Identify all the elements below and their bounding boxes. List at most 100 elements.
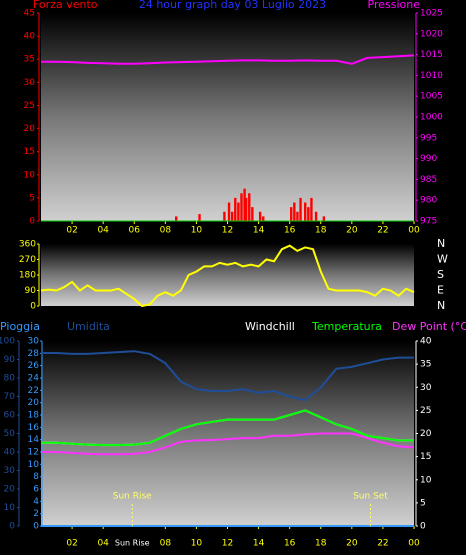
x-tick-label: Sun Rise xyxy=(115,539,150,548)
bar xyxy=(299,197,302,221)
y-tick-label: 995 xyxy=(420,133,437,143)
y-tick-label: 40 xyxy=(4,448,16,458)
line xyxy=(41,409,414,447)
y-tick-label: 985 xyxy=(420,175,437,185)
bar xyxy=(304,202,307,221)
bar xyxy=(244,197,248,221)
y-tick-label: 16 xyxy=(28,423,40,433)
bar xyxy=(230,211,234,221)
y-tick-label: 20 xyxy=(420,429,432,439)
x-tick-label: 18 xyxy=(315,226,327,236)
x-tick-label: 00 xyxy=(408,539,420,549)
y-tick-label: 35 xyxy=(420,360,431,370)
x-tick-label: 10 xyxy=(191,226,203,236)
bar xyxy=(290,207,293,221)
y-tick-label: 90 xyxy=(25,286,37,296)
x-tick-label: 20 xyxy=(346,226,358,236)
y-tick-label: 60 xyxy=(4,411,16,421)
plot-area xyxy=(41,244,414,306)
x-tick-label: 18 xyxy=(315,539,327,549)
x-tick-label: 02 xyxy=(66,226,77,236)
annotation: Sun Set xyxy=(353,492,388,502)
y-tick-label: 22 xyxy=(28,386,39,396)
x-tick-label: 16 xyxy=(284,226,296,236)
bar xyxy=(240,193,243,221)
y-tick-label: 0 xyxy=(29,217,35,227)
y-tick-label: 20 xyxy=(4,485,16,495)
x-tick-label: 04 xyxy=(97,539,109,549)
bar xyxy=(314,211,318,221)
x-tick-label: 20 xyxy=(346,539,358,549)
bar xyxy=(258,211,262,221)
line xyxy=(41,54,415,65)
y-tick-label: 24 xyxy=(28,374,40,384)
y-tick-label: 8 xyxy=(33,472,39,482)
x-tick-label: 04 xyxy=(97,226,109,236)
legend-label: Pioggia xyxy=(0,320,40,333)
y-tick-label: 14 xyxy=(28,435,40,445)
y-tick-label: 990 xyxy=(420,154,437,164)
y-tick-label: 26 xyxy=(28,361,40,371)
y-tick-label: 1000 xyxy=(420,113,443,123)
y-tick-label: 30 xyxy=(24,78,36,88)
y-tick-label: 90 xyxy=(4,355,16,365)
y-tick-label: 25 xyxy=(420,406,431,416)
bar xyxy=(198,214,201,221)
legend-label: Windchill xyxy=(245,320,295,333)
axis-title: Forza vento xyxy=(33,0,98,11)
y-tick-label: E xyxy=(437,284,444,297)
x-tick-label: 08 xyxy=(160,226,172,236)
y-tick-label: 50 xyxy=(4,429,16,439)
y-tick-label: 15 xyxy=(24,147,35,157)
bar xyxy=(227,202,231,221)
y-tick-label: 1020 xyxy=(420,29,443,39)
y-tick-label: 0 xyxy=(33,522,39,532)
y-tick-label: 10 xyxy=(420,475,432,485)
x-tick-label: 12 xyxy=(222,539,233,549)
y-tick-label: 1005 xyxy=(420,92,443,102)
y-tick-label: W xyxy=(437,253,448,266)
bar xyxy=(237,202,240,221)
bar xyxy=(293,202,296,221)
x-tick-label: 10 xyxy=(191,539,203,549)
y-tick-label: 360 xyxy=(19,240,36,250)
y-tick-label: 28 xyxy=(28,349,40,359)
y-tick-label: 15 xyxy=(420,452,431,462)
y-tick-label: 30 xyxy=(4,466,16,476)
line xyxy=(41,350,414,402)
chart-title: 24 hour graph day 03 Luglio 2023 xyxy=(139,0,326,11)
x-tick-label: 14 xyxy=(253,226,265,236)
y-tick-label: 1015 xyxy=(420,50,443,60)
y-tick-label: 20 xyxy=(28,398,40,408)
bar xyxy=(307,207,310,221)
y-tick-label: 100 xyxy=(0,337,15,347)
x-tick-label: 02 xyxy=(66,539,77,549)
y-tick-label: N xyxy=(437,237,445,250)
y-tick-label: 1025 xyxy=(420,9,443,19)
y-tick-label: 20 xyxy=(24,124,36,134)
y-tick-label: 70 xyxy=(4,392,16,402)
y-tick-label: 10 xyxy=(4,503,16,513)
x-tick-label: 22 xyxy=(377,226,388,236)
bar xyxy=(262,216,265,221)
y-tick-label: 0 xyxy=(420,522,426,532)
bar xyxy=(296,211,299,221)
y-tick-label: 5 xyxy=(420,498,426,508)
legend-label: Umidita xyxy=(67,320,110,333)
bar xyxy=(243,188,246,221)
bar xyxy=(310,197,313,221)
y-tick-label: 40 xyxy=(420,337,432,347)
bar xyxy=(234,197,237,221)
y-tick-label: 40 xyxy=(24,32,36,42)
y-tick-label: 10 xyxy=(28,460,40,470)
bar xyxy=(251,207,254,221)
x-tick-label: 16 xyxy=(284,539,296,549)
y-tick-label: 6 xyxy=(33,485,39,495)
y-tick-label: 10 xyxy=(24,170,36,180)
y-tick-label: 980 xyxy=(420,196,437,206)
annotation: Sun Rise xyxy=(113,492,152,502)
x-tick-label: 08 xyxy=(160,539,172,549)
x-tick-label: 00 xyxy=(408,226,420,236)
line xyxy=(40,244,415,308)
legend-label: Temperatura xyxy=(311,320,382,333)
